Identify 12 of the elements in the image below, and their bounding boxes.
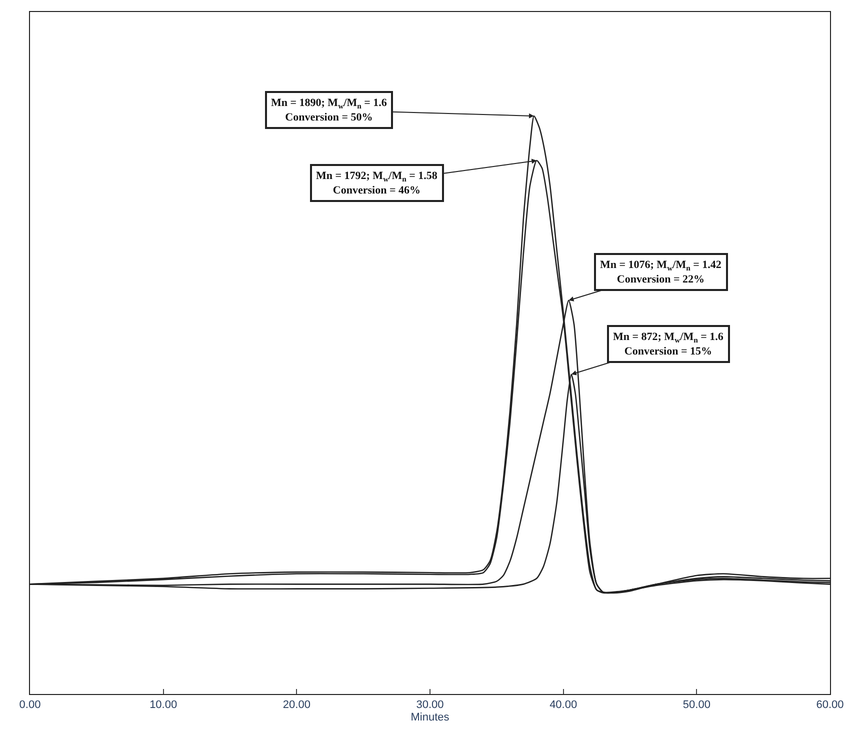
x-axis-title: Minutes xyxy=(410,711,450,724)
x-tick-label: 20.00 xyxy=(282,699,310,712)
x-tick-label: 40.00 xyxy=(550,699,578,712)
x-tick-label: 0.00 xyxy=(19,699,41,712)
annotation: Mn = 1792; M$_{w}$/M$_{n}$ = 1.58 Conversion = 46% xyxy=(316,170,438,196)
annotation: Mn = 872; M$_{w}$/M$_{n}$ = 1.6 Conversion = 15% xyxy=(613,331,724,358)
x-tick-label: 60.00 xyxy=(816,699,844,712)
annotation: Mn = 1890; M$_{w}$/M$_{n}$ = 1.6 Conversion = 50% xyxy=(271,97,388,124)
x-tick-label: 10.00 xyxy=(150,699,178,712)
annotation: Mn = 1076; M$_{w}$/M$_{n}$ = 1.42 Conversion = 22% xyxy=(600,259,722,286)
x-tick-label: 50.00 xyxy=(682,699,710,712)
x-tick-label: 30.00 xyxy=(416,699,444,712)
